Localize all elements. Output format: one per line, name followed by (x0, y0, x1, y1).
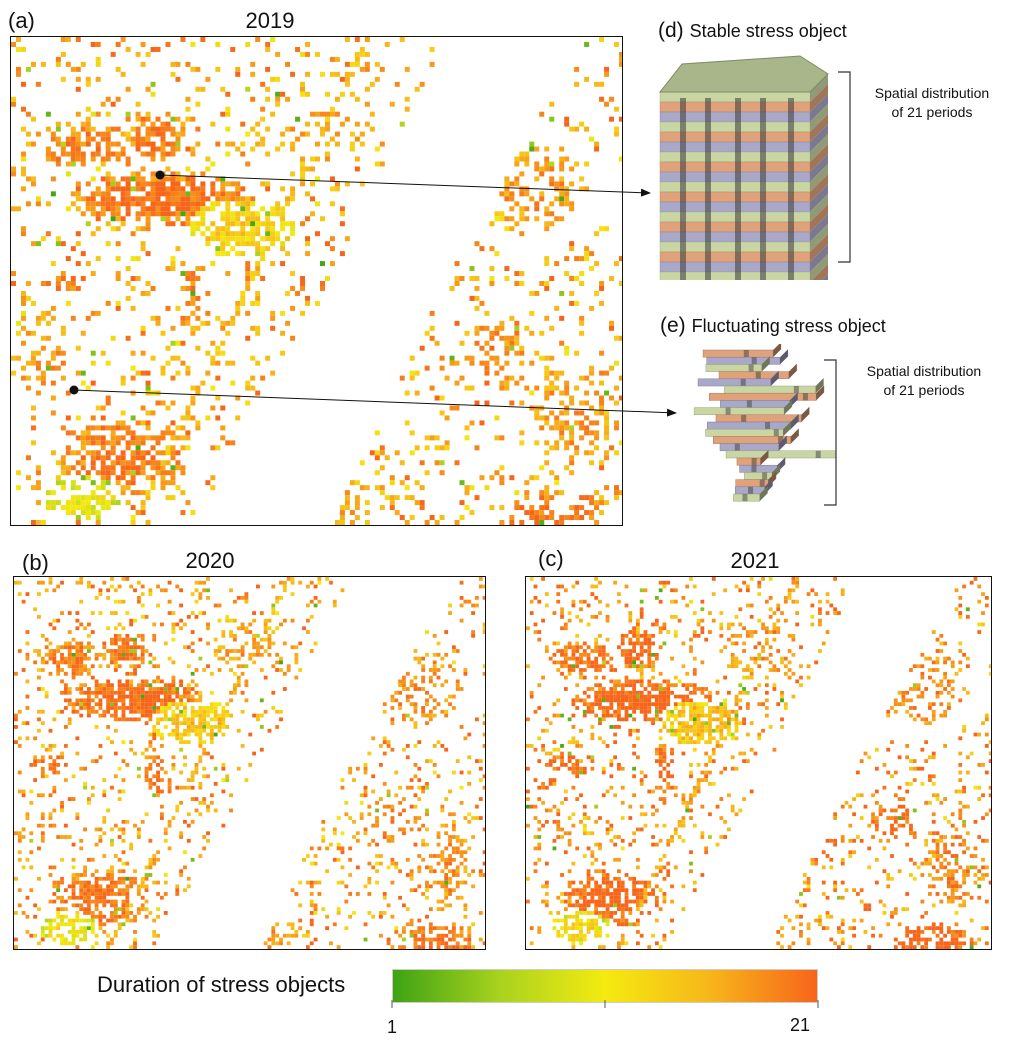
fluctuating-object-title-text: Fluctuating stress object (691, 316, 886, 336)
fluctuating-object-arrow (73, 389, 677, 417)
fluctuating-object-title: (e) Fluctuating stress object (660, 315, 886, 336)
stable-object-title: (d) Stable stress object (658, 20, 847, 41)
fluctuating-stress-object-3d (693, 344, 836, 502)
panel-b-year: 2020 (185, 548, 235, 573)
stable-object-letter: (d) (658, 19, 684, 42)
legend-color-ramp (392, 969, 818, 1003)
panel-b-label: (b) (22, 550, 49, 575)
fluctuating-object-letter: (e) (660, 314, 686, 337)
map-2021-canvas (526, 577, 991, 949)
connector-arrows (69, 170, 677, 417)
stable-stress-object-3d (658, 55, 829, 280)
map-2019-canvas (11, 37, 622, 525)
map-2020 (13, 576, 486, 950)
stable-bracket-line2: of 21 periods (891, 103, 973, 120)
legend-min-label: 1 (387, 1017, 398, 1037)
panel-c-year: 2021 (730, 548, 780, 573)
legend-max-label: 21 (790, 1015, 811, 1035)
stable-bracket-label: Spatial distribution of 21 periods (856, 84, 1008, 122)
stable-bracket-line1: Spatial distribution (874, 85, 990, 101)
map-2020-canvas (14, 577, 485, 949)
panel-c-label: (c) (538, 546, 564, 571)
fluctuating-bracket (824, 359, 837, 506)
fluctuating-bracket-line1: Spatial distribution (866, 363, 982, 379)
fluctuating-bracket-label: Spatial distribution of 21 periods (848, 362, 1000, 400)
panel-a-year: 2019 (245, 8, 295, 33)
legend-title: Duration of stress objects (97, 972, 346, 997)
map-2021 (525, 576, 992, 950)
stable-object-arrow (159, 174, 651, 197)
map-2019 (10, 36, 623, 526)
stable-bracket (838, 71, 851, 263)
panel-a-label: (a) (8, 8, 35, 33)
legend-ticks (391, 1000, 819, 1008)
stable-object-title-text: Stable stress object (689, 21, 847, 41)
fluctuating-bracket-line2: of 21 periods (883, 381, 965, 398)
